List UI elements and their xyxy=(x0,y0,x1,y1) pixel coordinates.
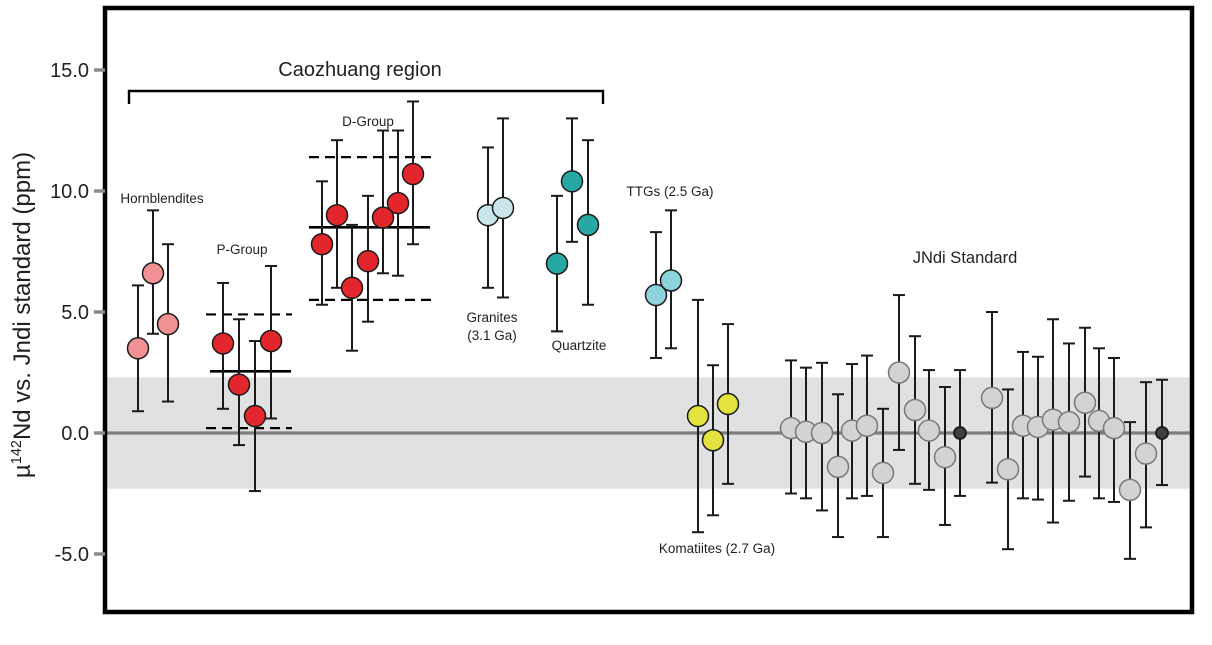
data-point xyxy=(141,262,165,285)
data-point xyxy=(156,312,180,336)
data-point xyxy=(491,196,515,220)
y-axis-tick-label: 5.0 xyxy=(61,302,89,324)
data-point xyxy=(810,421,834,445)
group-label: Hornblendites xyxy=(120,191,204,206)
data-point xyxy=(545,252,569,275)
y-axis-title: µ142Nd vs. Jndi standard (ppm) xyxy=(9,152,36,478)
data-point xyxy=(686,404,710,428)
y-axis-tick-label: 0.0 xyxy=(61,423,89,445)
data-point xyxy=(340,276,364,300)
group-label: P-Group xyxy=(216,242,267,257)
y-axis-tick-label: 15.0 xyxy=(50,60,89,82)
data-point xyxy=(701,429,725,452)
group-quartzite: Quartzite xyxy=(545,117,607,353)
y-axis-tick-label: 10.0 xyxy=(50,181,89,203)
data-point xyxy=(826,455,850,479)
data-point xyxy=(401,162,425,186)
data-point xyxy=(887,361,911,384)
group-hornblendites: Hornblendites xyxy=(120,191,204,413)
group-label: Granites xyxy=(466,310,517,325)
group-d-group: D-Group xyxy=(309,100,437,352)
data-point xyxy=(126,337,150,360)
data-point-dark xyxy=(953,426,967,440)
plot-border xyxy=(102,5,1195,615)
data-point xyxy=(227,373,251,396)
data-point xyxy=(644,283,668,307)
group-label: JNdi Standard xyxy=(913,249,1018,267)
error-bar xyxy=(377,129,389,275)
data-point xyxy=(917,419,941,442)
data-point xyxy=(855,414,879,437)
data-point xyxy=(560,170,584,193)
data-point xyxy=(243,404,267,428)
data-point xyxy=(1134,442,1158,465)
caozhuang-bracket xyxy=(127,89,605,104)
data-point xyxy=(659,269,683,292)
data-point xyxy=(310,232,334,256)
data-point xyxy=(716,392,740,416)
data-point xyxy=(1057,410,1081,434)
group-ttgs-2-5-ga: TTGs (2.5 Ga) xyxy=(626,184,714,359)
data-point xyxy=(1102,416,1126,440)
data-point xyxy=(576,213,600,237)
group-jndi-standard: JNdi Standard xyxy=(779,249,1169,560)
group-komatiites-2-7-ga: Komatiites (2.7 Ga) xyxy=(659,298,775,556)
data-point xyxy=(1073,391,1097,414)
caozhuang-region-label: Caozhuang region xyxy=(278,59,441,81)
data-point xyxy=(996,458,1020,481)
group-label: D-Group xyxy=(342,114,394,129)
group-label: Quartzite xyxy=(552,338,607,353)
data-point-dark xyxy=(1155,426,1169,440)
data-point xyxy=(211,332,235,355)
group-p-group: P-Group xyxy=(206,242,292,493)
data-point xyxy=(903,398,927,422)
data-point xyxy=(356,249,380,273)
data-point xyxy=(371,206,395,229)
group-label: TTGs (2.5 Ga) xyxy=(626,184,713,199)
data-point xyxy=(386,191,410,215)
data-point xyxy=(871,461,895,485)
data-point xyxy=(259,329,283,353)
data-point xyxy=(325,203,349,227)
data-point xyxy=(933,445,957,469)
group-label: Komatiites (2.7 Ga) xyxy=(659,541,775,556)
group-label: (3.1 Ga) xyxy=(467,328,517,343)
data-point xyxy=(1118,478,1142,502)
data-point xyxy=(980,386,1004,410)
group-granites-3-1-ga: Granites (3.1 Ga) xyxy=(466,117,518,343)
y-axis-tick-label: -5.0 xyxy=(55,544,89,566)
